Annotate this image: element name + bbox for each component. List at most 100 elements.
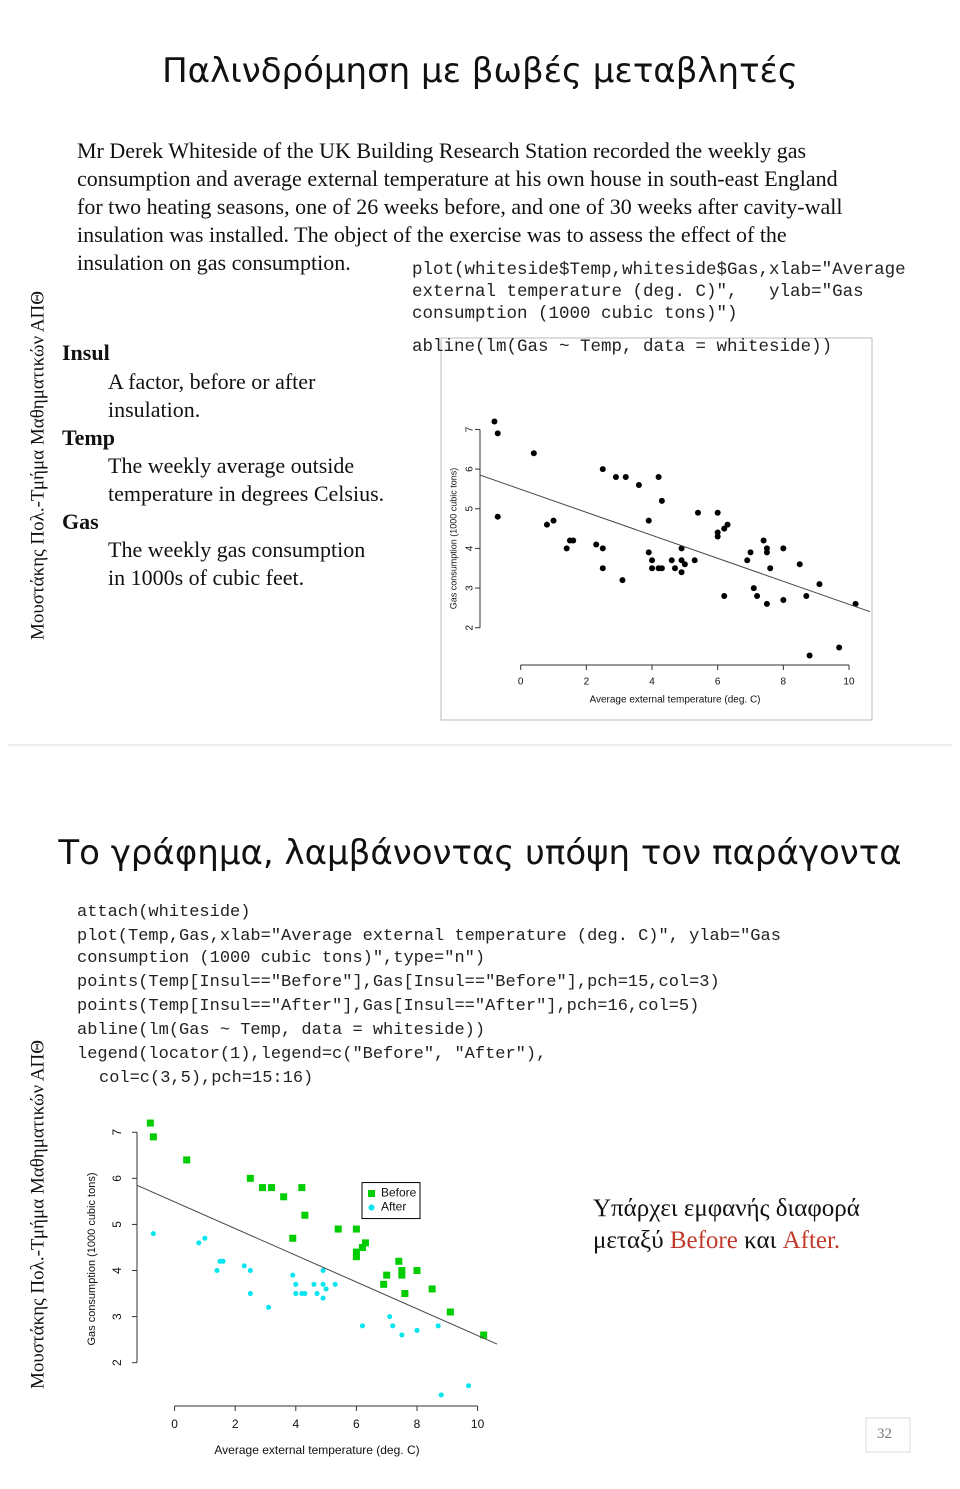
note-highlight: Before xyxy=(669,1227,738,1254)
x-tick-label: 8 xyxy=(414,1417,421,1431)
point xyxy=(247,1268,253,1274)
note-highlight: After. xyxy=(782,1227,841,1254)
point xyxy=(334,1225,342,1233)
point xyxy=(266,1304,272,1310)
point xyxy=(298,1184,306,1192)
point xyxy=(681,561,688,568)
variable-description: A factor, before or after xyxy=(108,369,316,394)
point xyxy=(398,1267,406,1275)
code-line: abline(lm(Gas ~ Temp, data = whiteside)) xyxy=(77,1021,486,1040)
page-number-box xyxy=(865,1417,911,1453)
note-line: μεταξύ Before και After. xyxy=(593,1228,840,1253)
point xyxy=(289,1234,297,1242)
point xyxy=(380,1280,388,1288)
point xyxy=(466,1383,472,1389)
variable-description: temperature in degrees Celsius. xyxy=(108,481,385,506)
point xyxy=(320,1268,326,1274)
point xyxy=(435,1323,441,1329)
point xyxy=(760,537,767,544)
page-number: 32 xyxy=(877,1426,892,1442)
y-tick-label: 2 xyxy=(110,1359,124,1366)
point xyxy=(332,1281,338,1287)
point xyxy=(803,593,810,599)
point xyxy=(150,1231,156,1237)
point xyxy=(428,1285,436,1293)
y-tick-label: 7 xyxy=(465,426,476,432)
y-axis-label: Gas consumption (1000 cubic tons) xyxy=(448,468,458,610)
point xyxy=(750,585,757,592)
side-label: Μουστάκης Πολ.-Τμήμα Μαθηματικών ΑΠΘ xyxy=(27,1040,49,1389)
point xyxy=(678,545,685,552)
point xyxy=(383,1271,391,1279)
point xyxy=(796,561,803,568)
code-line: external temperature (deg. C)", ylab="Ga… xyxy=(412,282,864,302)
point xyxy=(311,1281,317,1287)
point xyxy=(645,517,652,524)
regression-line xyxy=(136,1184,498,1345)
point xyxy=(246,1174,254,1182)
point xyxy=(320,1281,326,1287)
point xyxy=(593,541,600,548)
point xyxy=(320,1295,326,1301)
x-tick-label: 10 xyxy=(843,677,855,688)
x-tick-label: 4 xyxy=(292,1417,299,1431)
code-line: points(Temp[Insul=="Before"],Gas[Insul==… xyxy=(77,973,720,992)
point xyxy=(358,1243,366,1251)
x-tick-label: 4 xyxy=(649,677,655,688)
point xyxy=(645,549,652,556)
point xyxy=(494,430,501,437)
variable-description: The weekly gas consumption xyxy=(108,537,366,562)
point xyxy=(678,557,685,564)
point xyxy=(599,466,606,473)
point xyxy=(302,1291,308,1297)
y-tick-label: 6 xyxy=(465,466,476,472)
paragraph-line: for two heating seasons, one of 26 weeks… xyxy=(77,194,843,219)
y-tick-label: 4 xyxy=(110,1267,124,1274)
code-line: col=c(3,5),pch=15:16) xyxy=(99,1069,314,1088)
legend-label: Before xyxy=(381,1186,417,1200)
y-tick-label: 4 xyxy=(465,545,476,551)
variable-name: Temp xyxy=(62,425,115,450)
point xyxy=(247,1291,253,1297)
point xyxy=(767,565,774,572)
variable-name: Gas xyxy=(62,509,99,534)
code-line: consumption (1000 cubic tons)") xyxy=(412,304,738,324)
code-line: plot(whiteside$Temp,whiteside$Gas,xlab="… xyxy=(412,260,906,280)
slide-title: Το γράφημα, λαμβάνοντας υπόψη τον παράγο… xyxy=(58,833,902,873)
code-line: consumption (1000 cubic tons)",type="n") xyxy=(77,949,486,968)
point xyxy=(691,557,698,564)
point xyxy=(543,521,550,528)
point xyxy=(806,652,813,659)
point xyxy=(622,474,629,481)
point xyxy=(612,474,619,481)
point xyxy=(530,450,537,457)
point xyxy=(635,481,642,488)
point xyxy=(550,517,557,524)
y-axis-label: Gas consumption (1000 cubic tons) xyxy=(86,1172,98,1345)
y-tick-label: 7 xyxy=(110,1129,124,1136)
chart-frame xyxy=(440,337,873,721)
note-word: και xyxy=(744,1227,777,1254)
point xyxy=(361,1239,369,1247)
point xyxy=(196,1240,202,1246)
y-tick-label: 5 xyxy=(110,1221,124,1228)
point xyxy=(438,1392,444,1398)
point xyxy=(599,545,606,552)
point xyxy=(714,509,721,516)
point xyxy=(780,596,787,603)
x-tick-label: 6 xyxy=(353,1417,360,1431)
point xyxy=(387,1314,393,1320)
y-tick-label: 2 xyxy=(465,625,476,631)
point xyxy=(494,513,501,520)
x-tick-label: 0 xyxy=(171,1417,178,1431)
point xyxy=(763,549,770,556)
point xyxy=(280,1193,288,1201)
x-tick-label: 6 xyxy=(715,677,721,688)
paragraph-line: consumption and average external tempera… xyxy=(77,166,838,191)
slide-title: Παλινδρόμηση με βωβές μεταβλητές xyxy=(162,51,798,91)
point xyxy=(352,1253,360,1261)
point xyxy=(214,1268,220,1274)
code-line: points(Temp[Insul=="After"],Gas[Insul=="… xyxy=(77,997,700,1016)
point xyxy=(599,565,606,572)
